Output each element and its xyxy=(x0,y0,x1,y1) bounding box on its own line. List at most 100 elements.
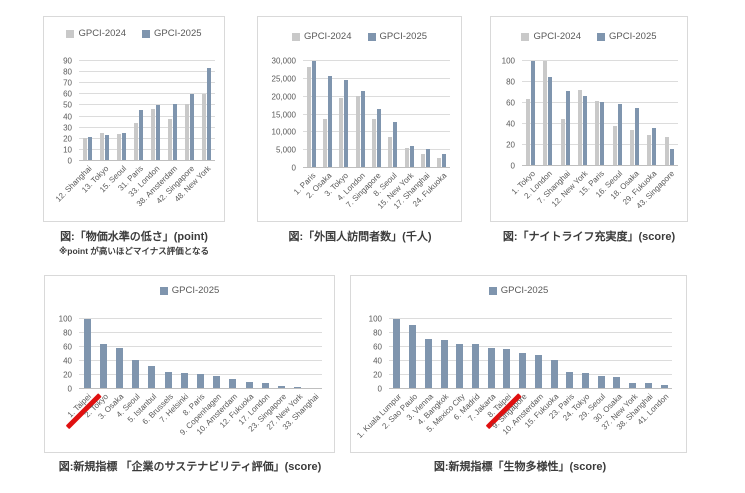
bar-gpci-2025 xyxy=(261,383,269,389)
bar-gpci-2025 xyxy=(550,360,558,389)
bar-group xyxy=(436,319,452,389)
bar-group xyxy=(609,319,625,389)
y-axis: 0 20 40 60 80 100 xyxy=(491,57,520,171)
gridline xyxy=(79,126,215,128)
y-tick-label: 30 xyxy=(63,123,72,133)
chart-panel-price-level: GPCI-2024 GPCI-2025 0 10 20 30 40 50 60 70 80 90 12.… xyxy=(43,16,225,222)
bar-group xyxy=(515,319,531,389)
bar-group xyxy=(257,319,273,389)
x-axis-labels: 1. Taipei 2. Tokyo 3. Osaka 4. Seoul 5. Ista… xyxy=(66,389,322,451)
bar-gpci-2025 xyxy=(393,122,398,168)
y-tick-label: 30,000 xyxy=(271,56,296,66)
x-axis-line xyxy=(522,165,678,166)
bar-group xyxy=(319,61,335,168)
bar-gpci-2025 xyxy=(173,104,177,161)
plot-area xyxy=(79,318,322,389)
y-tick-label: 80 xyxy=(506,77,515,87)
bar-group xyxy=(434,61,450,168)
y-tick-label: 40 xyxy=(63,112,72,122)
y-tick-label: 100 xyxy=(501,56,515,66)
y-tick-label: 90 xyxy=(63,56,72,66)
chart-legend: GPCI-2025 xyxy=(45,285,334,296)
bar-gpci-2025 xyxy=(99,343,107,389)
gridline xyxy=(79,93,215,95)
bar-gpci-2024 xyxy=(647,134,652,166)
bar-group xyxy=(273,319,289,389)
chart-panel-nightlife: GPCI-2024 GPCI-2025 0 20 40 60 80 100 1. Tokyo 2.… xyxy=(490,16,688,222)
bar-gpci-2025 xyxy=(148,365,156,389)
y-tick-label: 80 xyxy=(373,328,382,338)
bar-group xyxy=(546,319,562,389)
bar-gpci-2024 xyxy=(664,136,669,166)
bar-group xyxy=(111,319,127,389)
gridline xyxy=(303,149,450,151)
chart-panel-foreign-visitors: GPCI-2024 GPCI-2025 0 5,000 10,000 15,000 20,0… xyxy=(257,16,462,222)
bar-gpci-2025 xyxy=(376,109,381,168)
y-tick-label: 20 xyxy=(63,370,72,380)
caption-price-level: 図:「物価水準の低さ」(point) xyxy=(60,231,208,243)
bar-gpci-2025 xyxy=(139,110,143,161)
gridline xyxy=(79,148,215,150)
legend-swatch-gpci-2025 xyxy=(159,286,168,295)
bar-group xyxy=(522,61,539,166)
bar-gpci-2025 xyxy=(629,383,637,389)
bar-gpci-2024 xyxy=(306,67,311,168)
legend-item: GPCI-2025 xyxy=(142,28,202,39)
bar-group xyxy=(385,61,401,168)
bar-gpci-2025 xyxy=(613,377,621,389)
gridline xyxy=(79,318,322,319)
bar-group xyxy=(578,319,594,389)
bar-group xyxy=(306,319,322,389)
legend-item: GPCI-2024 xyxy=(66,28,126,39)
legend-item: GPCI-2025 xyxy=(488,285,548,296)
gridline xyxy=(389,318,672,319)
bar-gpci-2025 xyxy=(424,339,432,389)
bar-gpci-2024 xyxy=(117,134,121,161)
y-tick-label: 50 xyxy=(63,100,72,110)
x-axis-line xyxy=(303,167,450,168)
bar-group xyxy=(113,61,130,161)
legend-swatch-gpci-2025 xyxy=(142,29,150,38)
gridline xyxy=(79,104,215,106)
bar-group xyxy=(130,61,147,161)
bar-group xyxy=(420,319,436,389)
bar-group xyxy=(593,319,609,389)
legend-label: GPCI-2025 xyxy=(154,28,202,39)
gridline xyxy=(389,346,672,347)
bar-group xyxy=(656,319,672,389)
y-tick-label: 80 xyxy=(63,328,72,338)
bar-gpci-2024 xyxy=(543,61,548,166)
bar-gpci-2025 xyxy=(88,137,92,161)
bar-gpci-2024 xyxy=(322,119,327,168)
legend-swatch-gpci-2024 xyxy=(66,29,75,38)
bar-gpci-2024 xyxy=(185,104,189,161)
chart-legend: GPCI-2024 GPCI-2025 xyxy=(258,31,461,42)
bar-group xyxy=(452,319,468,389)
y-tick-label: 20,000 xyxy=(271,92,296,102)
plot-area xyxy=(389,318,672,389)
bar-group xyxy=(79,319,95,389)
gridline xyxy=(522,60,678,61)
bar-group xyxy=(144,319,160,389)
y-tick-label: 40 xyxy=(63,356,72,366)
bar-group xyxy=(176,319,192,389)
y-tick-label: 10,000 xyxy=(271,127,296,137)
gridline xyxy=(303,95,450,97)
y-tick-label: 0 xyxy=(377,384,382,394)
bar-group xyxy=(625,319,641,389)
y-tick-label: 100 xyxy=(58,314,72,324)
bar-gpci-2024 xyxy=(420,154,425,168)
bar-group xyxy=(609,61,626,166)
bar-gpci-2025 xyxy=(669,149,674,166)
bar-group xyxy=(468,319,484,389)
bar-group xyxy=(483,319,499,389)
bar-gpci-2024 xyxy=(404,147,409,168)
bar-gpci-2025 xyxy=(327,75,332,168)
y-tick-label: 0 xyxy=(510,161,515,171)
bar-gpci-2025 xyxy=(294,386,302,389)
gridline xyxy=(522,144,678,145)
x-axis-line xyxy=(389,388,672,389)
gridline xyxy=(522,102,678,103)
bar-group xyxy=(241,319,257,389)
